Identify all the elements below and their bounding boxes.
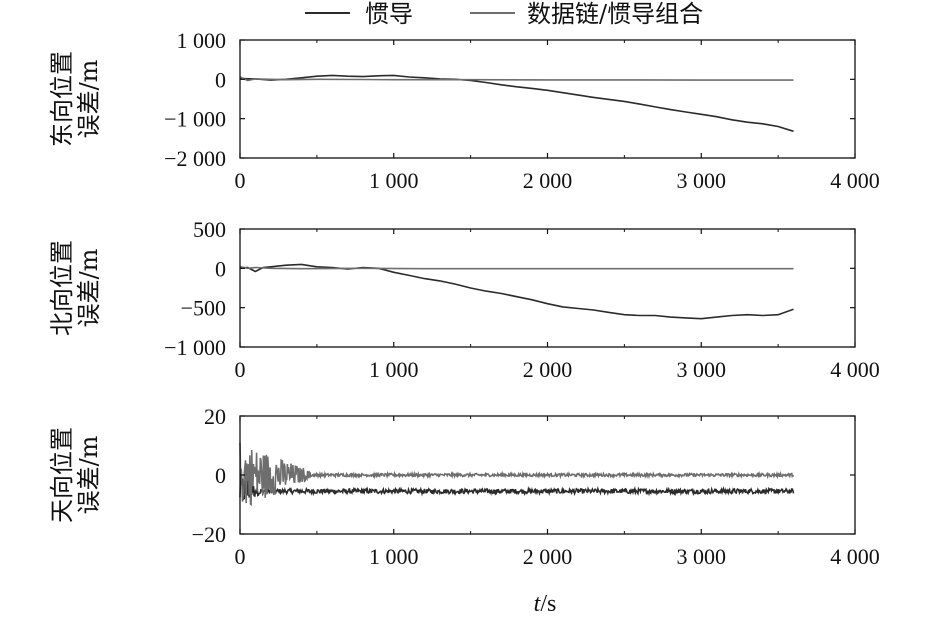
legend-label-ins: 惯导 bbox=[365, 0, 413, 28]
y-tick-label: −20 bbox=[192, 522, 226, 547]
x-tick-label: 0 bbox=[235, 357, 246, 382]
y-axis-title: 天向位置误差/m bbox=[48, 427, 103, 523]
north-error-subplot: 0 1 000 2 000 3 000 4 000 500 0 −500 −1 000 北向位置误… bbox=[48, 217, 880, 382]
ins-error-line bbox=[239, 263, 794, 320]
x-tick-label: 0 bbox=[235, 168, 246, 193]
x-tick-label: 1 000 bbox=[369, 544, 419, 569]
x-tick-label: 3 000 bbox=[677, 357, 727, 382]
combined-error-line bbox=[239, 76, 794, 82]
x-axis-title: t/s bbox=[534, 591, 557, 617]
y-axis-title-line: 天向位置 bbox=[48, 427, 76, 523]
x-tick-label: 1 000 bbox=[369, 168, 419, 193]
east-error-subplot: 0 1 000 2 000 3 000 4 000 1 000 0 −1 000 −2 000 东… bbox=[48, 28, 880, 193]
y-axis-title-line: 误差/m bbox=[75, 59, 103, 138]
x-tick-label: 3 000 bbox=[677, 168, 727, 193]
y-axis-title-line: 东向位置 bbox=[48, 51, 76, 147]
x-tick-label: 2 000 bbox=[523, 544, 573, 569]
x-tick-label: 3 000 bbox=[677, 544, 727, 569]
x-tick-label: 1 000 bbox=[369, 357, 419, 382]
x-tick-label: 0 bbox=[235, 544, 246, 569]
y-tick-label: −500 bbox=[181, 296, 226, 321]
x-tick-label: 4 000 bbox=[830, 168, 880, 193]
y-tick-label: 1 000 bbox=[177, 28, 227, 53]
axes-frame bbox=[239, 228, 856, 348]
y-axis-title-line: 误差/m bbox=[75, 435, 103, 514]
y-tick-label: 500 bbox=[193, 217, 226, 242]
y-tick-label: 0 bbox=[215, 256, 226, 281]
y-tick-label: −2 000 bbox=[164, 146, 226, 171]
up-error-subplot: 0 1 000 2 000 3 000 4 000 20 0 −20 天向位置误差/m bbox=[48, 404, 880, 569]
y-axis-title-line: 北向位置 bbox=[48, 240, 76, 336]
y-axis-title: 北向位置误差/m bbox=[48, 240, 103, 336]
ins-error-line bbox=[239, 473, 795, 501]
ins-error-line bbox=[239, 74, 794, 133]
y-tick-label: −1 000 bbox=[164, 335, 226, 360]
x-tick-label: 4 000 bbox=[830, 357, 880, 382]
x-axis-title-var: t bbox=[534, 591, 542, 617]
y-axis-title-line: 误差/m bbox=[75, 248, 103, 327]
legend: 惯导 数据链/惯导组合 bbox=[305, 0, 703, 28]
y-tick-label: 20 bbox=[204, 404, 226, 429]
legend-label-combined: 数据链/惯导组合 bbox=[527, 0, 703, 28]
x-tick-label: 2 000 bbox=[523, 357, 573, 382]
x-tick-label: 4 000 bbox=[830, 544, 880, 569]
x-tick-label: 2 000 bbox=[523, 168, 573, 193]
y-tick-label: 0 bbox=[215, 67, 226, 92]
combined-error-line bbox=[239, 442, 795, 507]
y-tick-label: −1 000 bbox=[164, 107, 226, 132]
y-axis-title: 东向位置误差/m bbox=[48, 51, 103, 147]
x-axis-title-unit: /s bbox=[540, 591, 556, 617]
combined-error-line bbox=[239, 266, 794, 270]
y-tick-label: 0 bbox=[215, 463, 226, 488]
axes-frame bbox=[239, 39, 856, 159]
